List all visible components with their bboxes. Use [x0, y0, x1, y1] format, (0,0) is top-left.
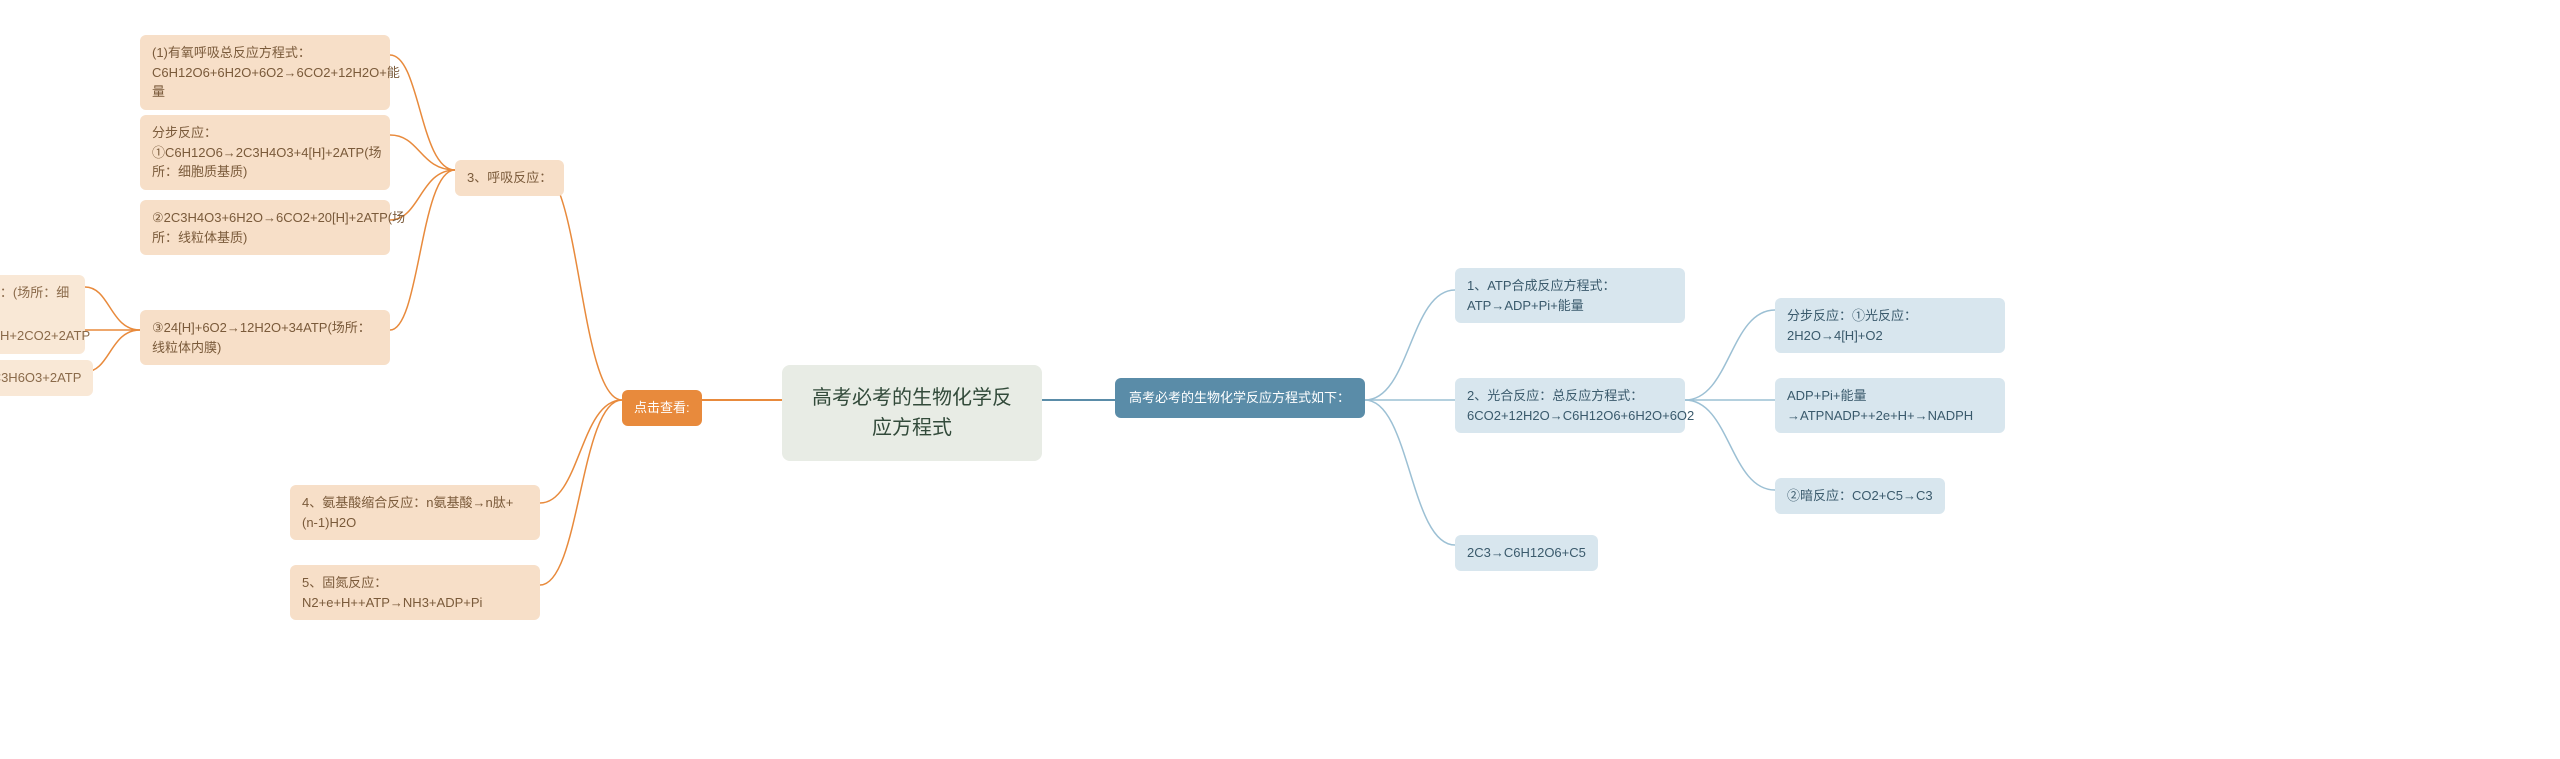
right-b3[interactable]: 2C3→C6H12O6+C5 [1455, 535, 1598, 571]
left-b3-item-3[interactable]: ③24[H]+6O2→12H2O+34ATP(场所：线粒体内膜) [140, 310, 390, 365]
left-b3-item-2[interactable]: ②2C3H4O3+6H2O→6CO2+20[H]+2ATP(场所：线粒体基质) [140, 200, 390, 255]
left-b4[interactable]: 4、氨基酸缩合反应：n氨基酸→n肽+(n-1)H2O [290, 485, 540, 540]
right-b2-sub-1[interactable]: ADP+Pi+能量→ATPNADP++2e+H+→NADPH [1775, 378, 2005, 433]
right-b2-sub-2[interactable]: ②暗反应：CO2+C5→C3 [1775, 478, 1945, 514]
left-b3-item-1[interactable]: 分步反应：①C6H12O6→2C3H4O3+4[H]+2ATP(场所：细胞质基质… [140, 115, 390, 190]
root-node[interactable]: 高考必考的生物化学反应方程式 [782, 365, 1042, 461]
right-b2[interactable]: 2、光合反应：总反应方程式：6CO2+12H2O→C6H12O6+6H2O+6O… [1455, 378, 1685, 433]
left-b3-item-0[interactable]: (1)有氧呼吸总反应方程式：C6H12O6+6H2O+6O2→6CO2+12H2… [140, 35, 390, 110]
right-b1[interactable]: 1、ATP合成反应方程式：ATP→ADP+Pi+能量 [1455, 268, 1685, 323]
right-intro[interactable]: 高考必考的生物化学反应方程式如下： [1115, 378, 1365, 418]
left-b3-sub-2[interactable]: ②C6H12O6→2C3H6O3+2ATP [0, 360, 93, 396]
left-click[interactable]: 点击查看: [622, 390, 702, 426]
left-b3-sub-1[interactable]: ①C6H12O6→2C2H5OH+2CO2+2ATP [0, 318, 85, 354]
right-b2-sub-0[interactable]: 分步反应：①光反应：2H2O→4[H]+O2 [1775, 298, 2005, 353]
left-b5[interactable]: 5、固氮反应：N2+e+H++ATP→NH3+ADP+Pi [290, 565, 540, 620]
left-b3-label[interactable]: 3、呼吸反应： [455, 160, 564, 196]
